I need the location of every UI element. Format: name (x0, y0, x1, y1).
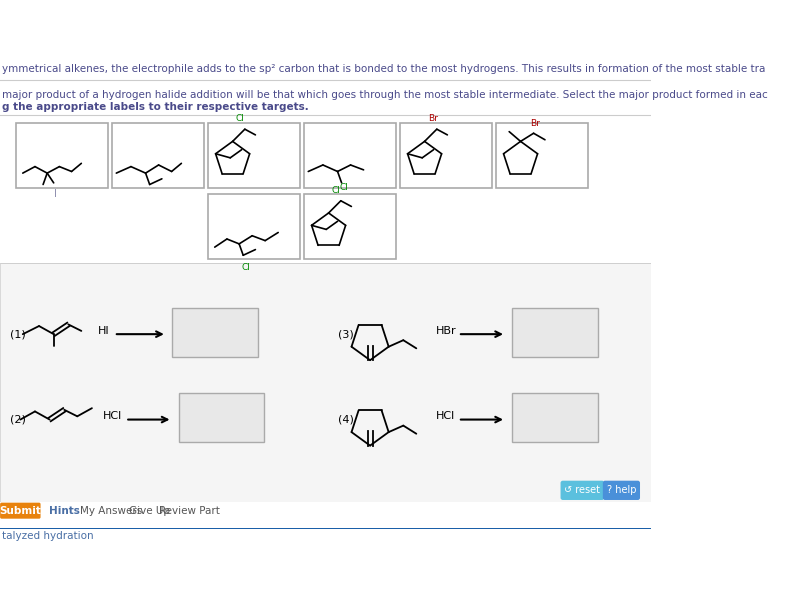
Text: Give Up: Give Up (129, 506, 170, 515)
Text: ↺ reset: ↺ reset (564, 485, 600, 496)
FancyBboxPatch shape (562, 481, 603, 499)
Text: Hints: Hints (49, 506, 80, 515)
Bar (513, 393, 598, 442)
Text: Cl: Cl (242, 263, 250, 272)
Text: Cl: Cl (332, 185, 341, 194)
Text: HI: HI (98, 326, 110, 336)
Text: Br: Br (428, 114, 438, 123)
Text: Cl: Cl (236, 114, 245, 123)
Text: (3): (3) (338, 329, 354, 339)
Text: ? help: ? help (606, 485, 636, 496)
Text: g the appropriate labels to their respective targets.: g the appropriate labels to their respec… (2, 101, 308, 112)
Bar (208, 194, 300, 259)
FancyBboxPatch shape (603, 481, 639, 499)
Text: Submit: Submit (0, 506, 42, 515)
Text: (4): (4) (338, 415, 354, 425)
Text: My Answers: My Answers (80, 506, 142, 515)
Bar (0, 502, 650, 520)
Text: (1): (1) (10, 329, 26, 339)
Text: ymmetrical alkenes, the electrophile adds to the sp² carbon that is bonded to th: ymmetrical alkenes, the electrophile add… (2, 64, 765, 74)
Bar (16, 122, 108, 188)
Text: HBr: HBr (435, 326, 456, 336)
Text: talyzed hydration: talyzed hydration (2, 531, 94, 541)
Bar (179, 393, 264, 442)
Bar (0, 263, 650, 503)
Bar (400, 122, 492, 188)
Bar (496, 122, 588, 188)
Text: (2): (2) (10, 415, 26, 425)
Text: Br: Br (530, 119, 540, 128)
Text: major product of a hydrogen halide addition will be that which goes through the : major product of a hydrogen halide addit… (2, 90, 767, 100)
Text: Cl: Cl (340, 183, 349, 192)
Text: HCl: HCl (102, 412, 122, 421)
Text: I: I (54, 188, 58, 199)
Bar (513, 308, 598, 357)
Bar (173, 308, 258, 357)
Bar (208, 122, 300, 188)
Text: Review Part: Review Part (159, 506, 220, 515)
Text: HCl: HCl (436, 412, 455, 421)
Bar (112, 122, 204, 188)
Bar (0, 528, 650, 529)
Bar (304, 194, 396, 259)
FancyBboxPatch shape (1, 503, 40, 518)
Bar (304, 122, 396, 188)
